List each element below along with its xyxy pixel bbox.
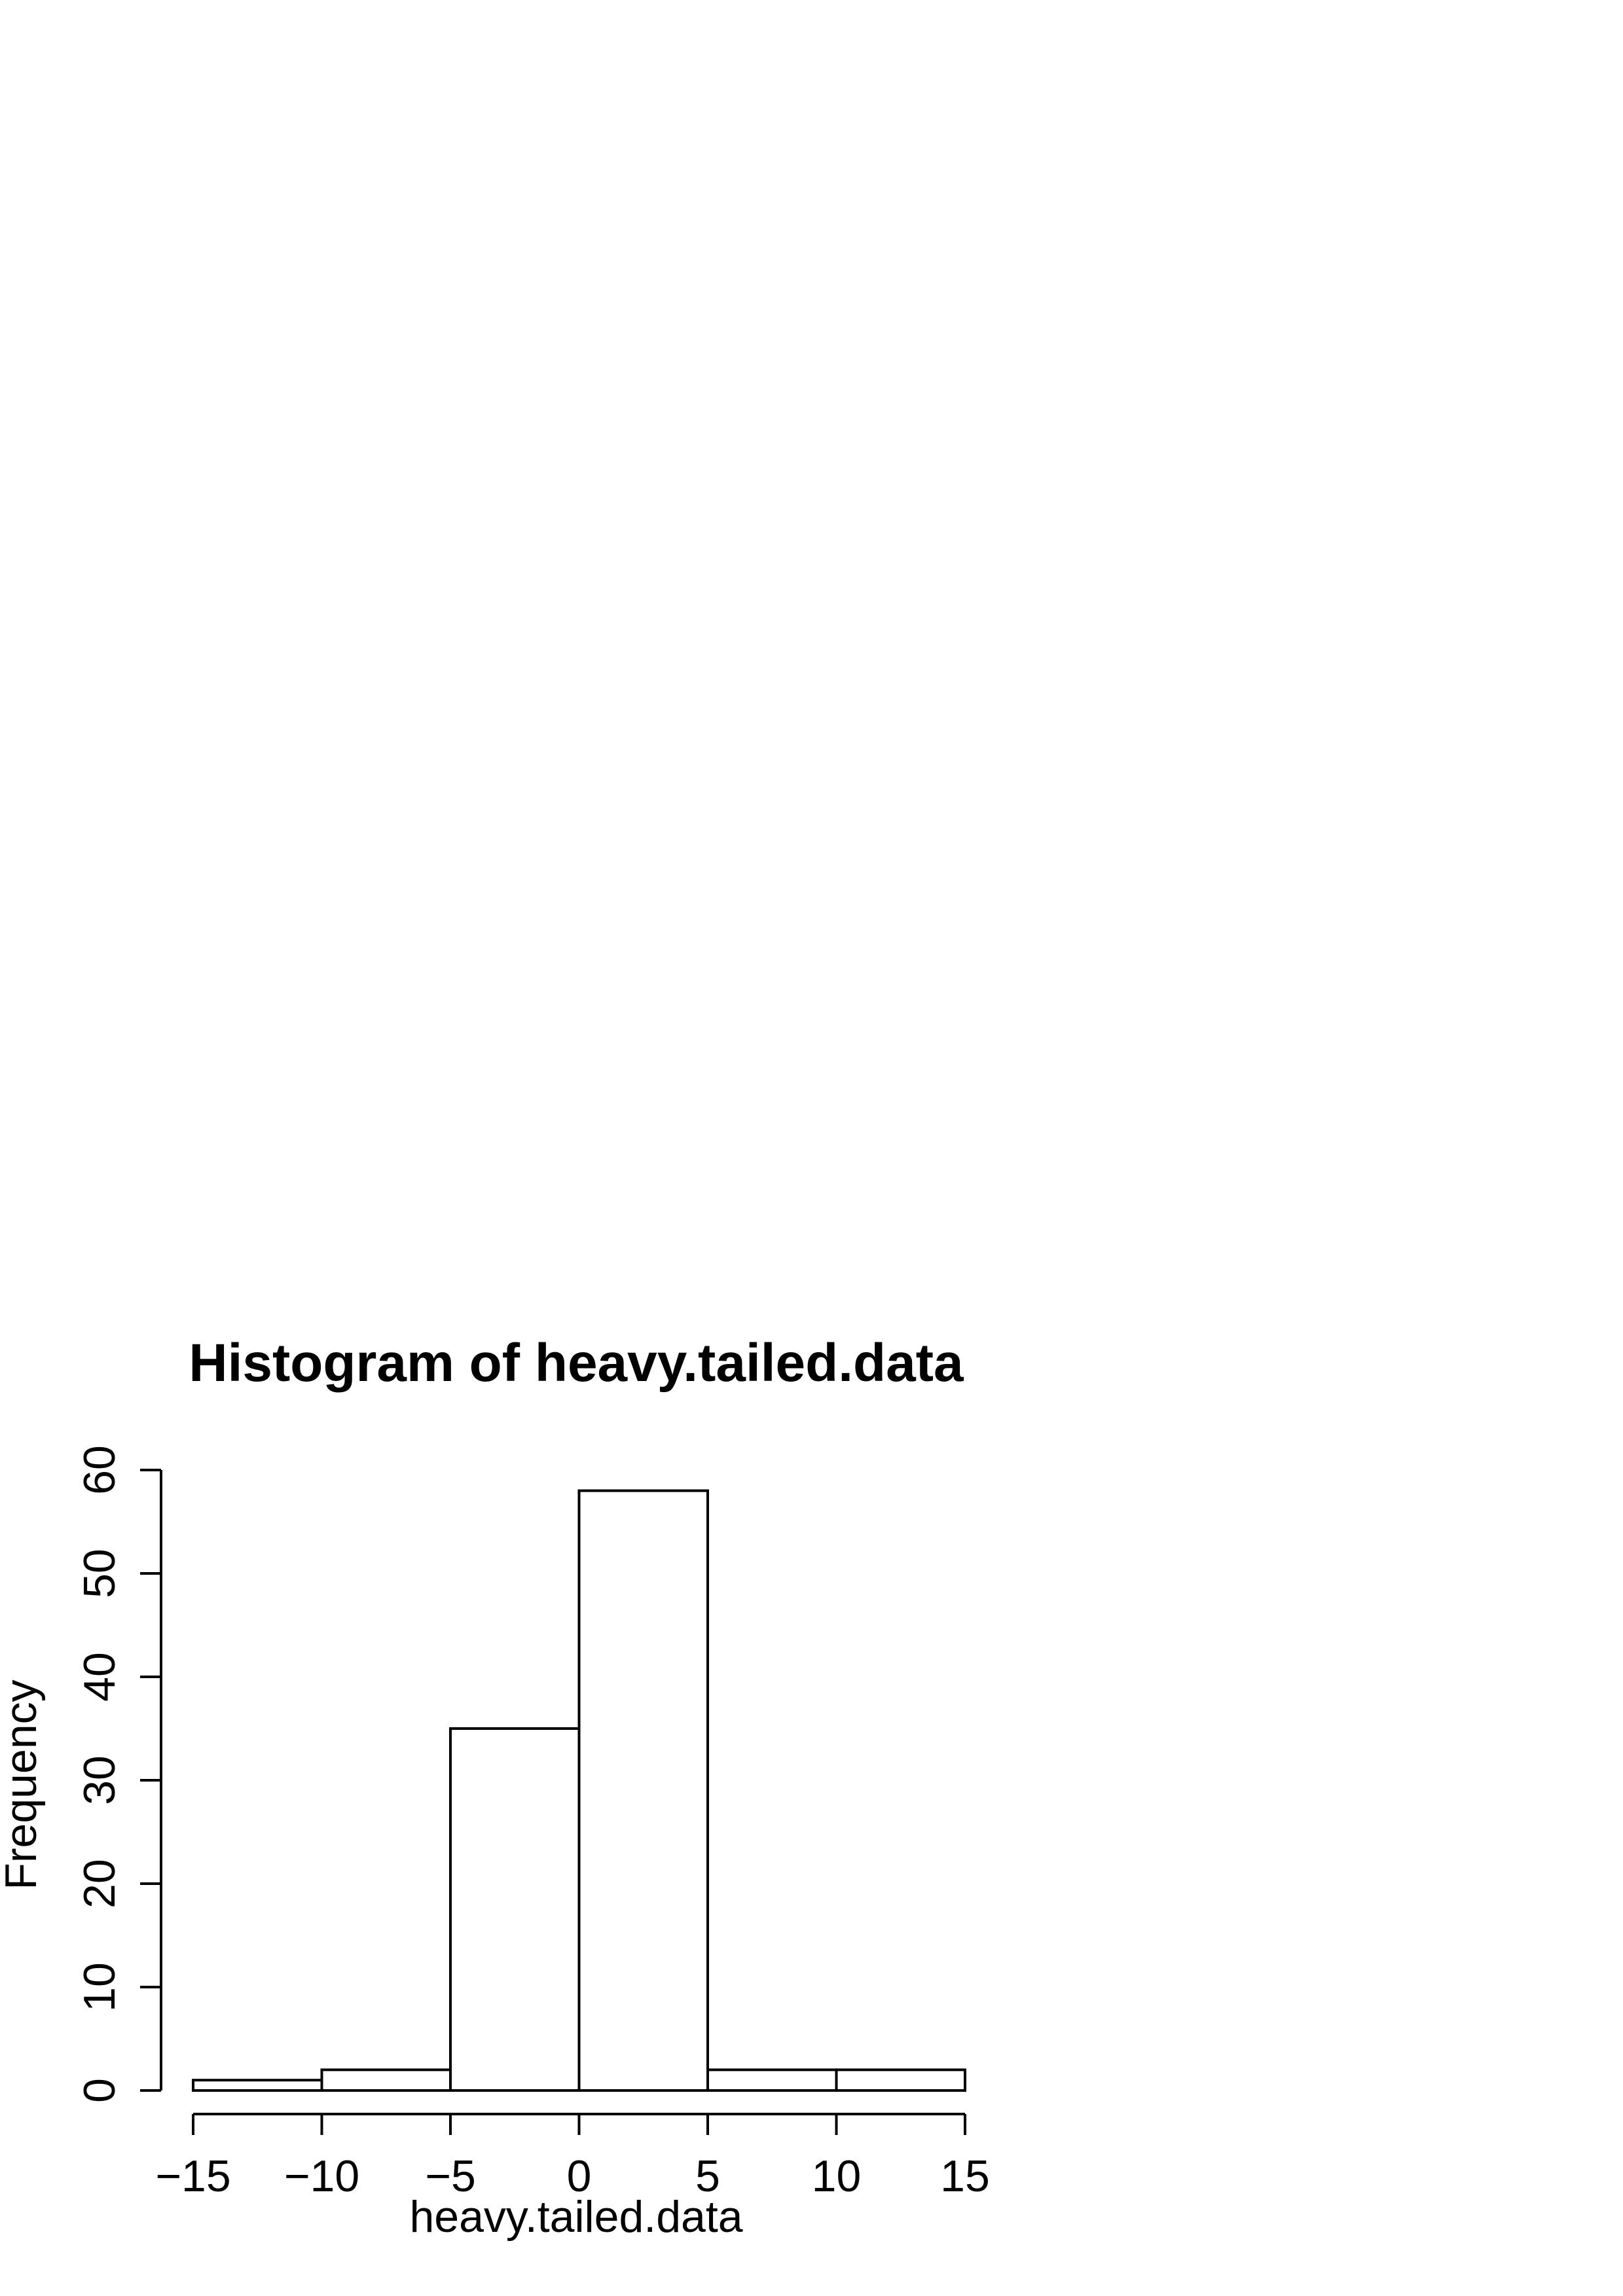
x-tick-label-2: −5 — [425, 2151, 476, 2201]
y-axis: 0 10 20 30 40 50 60 — [75, 1445, 162, 2103]
y-tick-label-1: 10 — [75, 1962, 124, 2012]
x-tick-label-0: −15 — [155, 2151, 230, 2201]
y-tick-label-4: 40 — [75, 1652, 124, 1702]
y-tick-label-3: 30 — [75, 1755, 124, 1805]
histogram-bar-2 — [449, 1727, 581, 2092]
chart-title: Histogram of heavy.tailed.data — [189, 1333, 964, 1393]
histogram-bar-0 — [192, 2079, 323, 2092]
histogram-bar-4 — [706, 2068, 838, 2092]
y-tick-label-6: 60 — [75, 1445, 124, 1495]
x-tick-label-5: 10 — [812, 2151, 862, 2201]
x-tick-label-4: 5 — [695, 2151, 720, 2201]
x-axis: −15 −10 −5 0 5 10 15 — [155, 2113, 990, 2201]
x-axis-label: heavy.tailed.data — [409, 2192, 742, 2242]
y-tick-label-0: 0 — [75, 2078, 124, 2103]
y-tick-label-2: 20 — [75, 1859, 124, 1909]
y-tick-label-5: 50 — [75, 1549, 124, 1598]
x-tick-label-3: 0 — [567, 2151, 592, 2201]
histogram-bar-3 — [577, 1489, 709, 2092]
bars-group — [192, 1489, 966, 2092]
histogram-bar-5 — [835, 2068, 966, 2092]
x-tick-label-6: 15 — [940, 2151, 990, 2201]
y-axis-label: Frequency — [0, 1679, 46, 1890]
x-tick-label-1: −10 — [284, 2151, 359, 2201]
histogram-bar-1 — [320, 2068, 452, 2092]
